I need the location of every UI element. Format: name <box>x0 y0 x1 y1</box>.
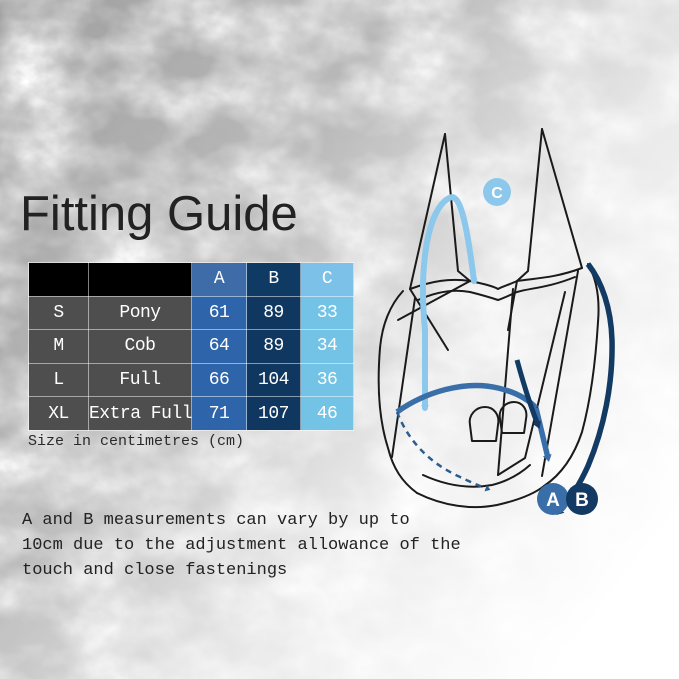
svg-text:A: A <box>546 490 560 511</box>
svg-text:B: B <box>575 490 589 511</box>
svg-text:C: C <box>491 185 503 202</box>
